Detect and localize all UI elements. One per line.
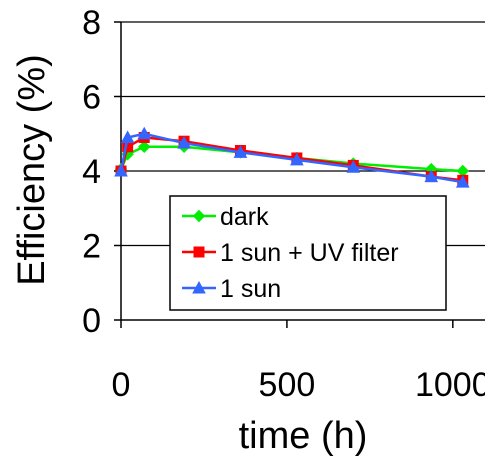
legend-marker-2 <box>192 280 206 294</box>
point-0-2 <box>138 140 151 153</box>
legend-marker-1 <box>193 246 205 258</box>
legend: dark 1 sun + UV filter 1 sun <box>169 195 447 311</box>
point-2-8 <box>455 175 470 188</box>
legend-label-0: dark <box>220 203 269 231</box>
legend-label-2: 1 sun <box>220 275 281 303</box>
y-tick-label-0: 0 <box>82 302 101 340</box>
legend-marker-0 <box>192 209 206 223</box>
legend-label-1: 1 sun + UV filter <box>220 239 399 267</box>
x-tick-label-2: 1000 <box>415 366 485 404</box>
point-2-7 <box>424 169 439 183</box>
x-tick-label-1: 500 <box>259 366 316 404</box>
point-2-3 <box>177 136 191 149</box>
y-axis-label: Efficiency (%) <box>11 54 53 286</box>
series-2 <box>114 126 470 188</box>
point-2-2 <box>137 126 152 140</box>
x-tick-label-0: 0 <box>112 366 131 404</box>
y-tick-label-4: 8 <box>82 4 101 42</box>
point-2-4 <box>233 145 248 158</box>
point-2-6 <box>346 160 361 173</box>
point-2-1 <box>120 130 135 143</box>
y-tick-label-1: 2 <box>82 228 101 266</box>
y-tick-label-3: 6 <box>82 79 101 117</box>
point-2-5 <box>290 152 304 166</box>
series-line-2 <box>119 132 463 184</box>
point-2-0 <box>114 163 128 177</box>
y-tick-label-2: 4 <box>82 153 101 191</box>
series-group <box>114 126 470 188</box>
x-axis-label: time (h) <box>239 415 368 456</box>
tick-labels: 0 2 4 6 8 0 500 1000 <box>82 4 485 404</box>
